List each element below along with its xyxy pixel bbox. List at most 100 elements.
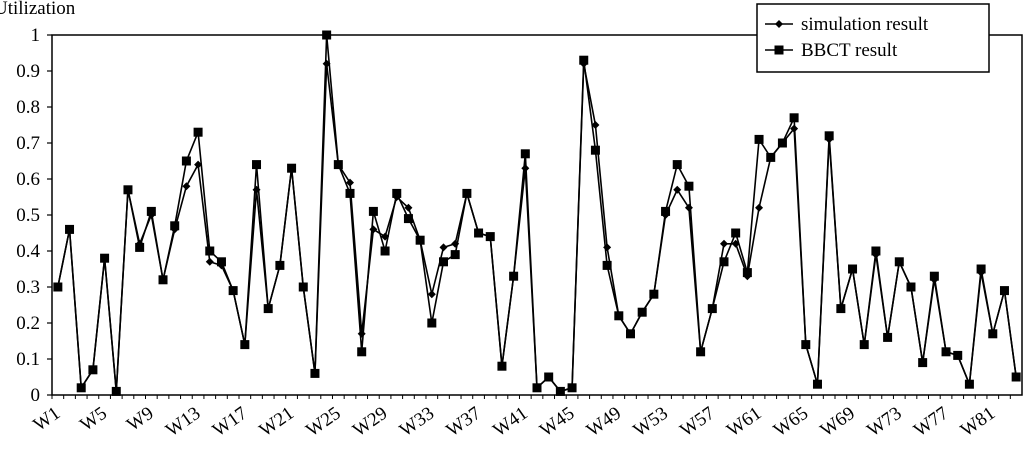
square-marker bbox=[252, 160, 262, 170]
square-marker bbox=[555, 386, 565, 396]
series-line bbox=[57, 34, 1017, 393]
square-marker bbox=[88, 365, 98, 375]
square-marker bbox=[848, 264, 858, 274]
diamond-marker bbox=[755, 203, 764, 212]
square-marker bbox=[450, 250, 460, 260]
square-marker bbox=[474, 228, 484, 238]
square-marker bbox=[812, 379, 822, 389]
square-marker bbox=[53, 282, 63, 292]
y-tick-label: 0.2 bbox=[16, 313, 40, 334]
diamond-marker bbox=[673, 185, 682, 194]
square-marker bbox=[357, 347, 367, 357]
x-tick-label: W29 bbox=[349, 403, 391, 441]
diamond-marker bbox=[427, 290, 436, 299]
square-marker bbox=[310, 368, 320, 378]
square-marker bbox=[368, 206, 378, 216]
diamond-marker bbox=[591, 121, 600, 129]
y-tick-label: 0.6 bbox=[16, 169, 40, 190]
square-marker bbox=[170, 221, 180, 231]
square-marker bbox=[462, 188, 472, 198]
diamond-marker bbox=[182, 182, 191, 191]
square-marker bbox=[637, 307, 647, 317]
y-tick-label: 0.1 bbox=[16, 349, 40, 370]
square-marker bbox=[614, 311, 624, 321]
square-marker bbox=[859, 340, 869, 350]
x-tick-label: W5 bbox=[76, 403, 111, 436]
square-marker bbox=[871, 246, 881, 256]
square-marker bbox=[579, 55, 589, 65]
square-marker bbox=[497, 361, 507, 371]
square-marker bbox=[696, 347, 706, 357]
x-tick-label: W61 bbox=[723, 403, 765, 441]
square-marker bbox=[964, 379, 974, 389]
square-marker bbox=[661, 206, 671, 216]
legend-marker bbox=[774, 45, 784, 55]
square-marker bbox=[240, 340, 250, 350]
y-axis-label: Utilization bbox=[0, 0, 76, 19]
square-marker bbox=[953, 350, 963, 360]
diamond-marker bbox=[684, 203, 693, 212]
square-marker bbox=[789, 113, 799, 123]
square-marker bbox=[403, 214, 413, 224]
square-marker bbox=[193, 127, 203, 137]
square-marker bbox=[345, 188, 355, 198]
square-marker bbox=[766, 152, 776, 162]
x-tick-label: W13 bbox=[162, 403, 204, 441]
square-marker bbox=[181, 156, 191, 166]
square-marker bbox=[287, 163, 297, 173]
x-tick-label: W1 bbox=[30, 403, 65, 436]
square-marker bbox=[146, 206, 156, 216]
legend-box bbox=[756, 3, 990, 73]
square-marker bbox=[801, 340, 811, 350]
square-marker bbox=[322, 30, 332, 40]
y-tick-label: 0 bbox=[31, 385, 41, 406]
square-marker bbox=[824, 131, 834, 141]
legend: simulation result BBCT result bbox=[756, 3, 990, 73]
square-marker bbox=[380, 246, 390, 256]
y-tick-label: 0.3 bbox=[16, 277, 40, 298]
square-marker bbox=[333, 160, 343, 170]
y-tick-label: 0.9 bbox=[16, 61, 40, 82]
x-tick-label: W49 bbox=[583, 403, 625, 441]
x-tick-label: W41 bbox=[489, 403, 531, 441]
diamond-marker bbox=[194, 160, 203, 169]
legend-label: BBCT result bbox=[801, 40, 898, 61]
legend-label: simulation result bbox=[801, 14, 929, 35]
square-marker bbox=[415, 235, 425, 245]
square-marker bbox=[883, 332, 893, 342]
y-tick-label: 0.8 bbox=[16, 97, 40, 118]
square-marker bbox=[520, 149, 530, 159]
square-marker bbox=[742, 268, 752, 278]
square-marker bbox=[427, 318, 437, 328]
diamond-marker bbox=[439, 243, 448, 252]
x-tick-label: W53 bbox=[630, 403, 672, 441]
square-marker bbox=[205, 246, 215, 256]
x-tick-label: W9 bbox=[123, 403, 158, 436]
x-tick-label: W73 bbox=[863, 403, 905, 441]
x-tick-label: W33 bbox=[396, 403, 438, 441]
square-marker bbox=[894, 257, 904, 267]
square-marker bbox=[76, 383, 86, 393]
square-marker bbox=[649, 289, 659, 299]
square-marker bbox=[65, 224, 75, 234]
square-marker bbox=[439, 257, 449, 267]
square-marker bbox=[123, 185, 133, 195]
square-marker bbox=[602, 260, 612, 270]
square-marker bbox=[216, 257, 226, 267]
square-marker bbox=[777, 138, 787, 148]
square-marker bbox=[509, 271, 519, 281]
diamond-marker bbox=[205, 257, 214, 266]
y-tick-label: 0.7 bbox=[16, 133, 40, 154]
square-marker bbox=[100, 253, 110, 263]
square-marker bbox=[754, 134, 764, 144]
square-marker bbox=[906, 282, 916, 292]
square-marker bbox=[684, 181, 694, 191]
square-marker bbox=[228, 286, 238, 296]
square-marker bbox=[988, 329, 998, 339]
square-marker bbox=[836, 304, 846, 314]
x-tick-label: W81 bbox=[957, 403, 999, 441]
x-tick-label: W37 bbox=[443, 403, 485, 441]
square-marker bbox=[929, 271, 939, 281]
diamond-marker bbox=[346, 178, 355, 187]
